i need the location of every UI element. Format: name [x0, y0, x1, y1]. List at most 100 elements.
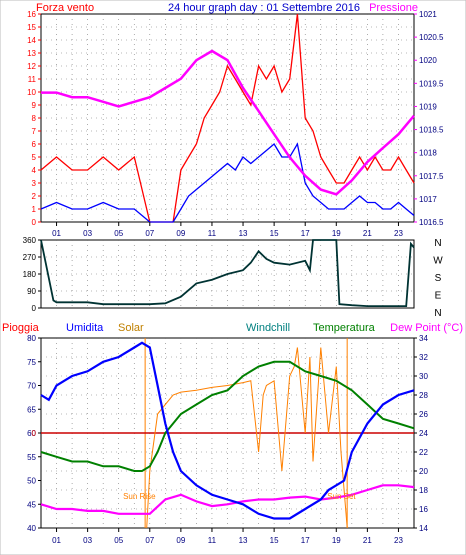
- y-tick-label-humidity: 60: [27, 429, 36, 438]
- y-tick-label-humidity: 40: [27, 524, 36, 533]
- x-tick-label: 21: [363, 536, 372, 545]
- y-tick-label-left: 12: [27, 62, 36, 71]
- y-tick-label-right: 1021: [419, 10, 437, 19]
- compass-label: E: [435, 291, 442, 302]
- legend-dewpoint: Dew Point (°C): [390, 322, 463, 334]
- x-tick-label: 21: [363, 229, 372, 238]
- legend-windchill: Windchill: [246, 322, 290, 334]
- y-tick-label-left: 6: [32, 140, 37, 149]
- y-tick-label-left: 10: [27, 88, 36, 97]
- y-tick-label-humidity: 80: [27, 334, 36, 343]
- series-dewpoint: [40, 484, 415, 515]
- y-tick-label-right: 1017: [419, 195, 437, 204]
- wind-panel-grid: [41, 14, 414, 222]
- x-tick-label: 03: [83, 229, 92, 238]
- y-tick-label-humidity: 70: [27, 382, 36, 391]
- y-tick-label-right: 1017.5: [419, 172, 444, 181]
- x-tick-label: 09: [176, 536, 185, 545]
- direction-series-group: [40, 239, 415, 308]
- y-tick-label-left: 16: [27, 10, 36, 19]
- y-tick-label-left: 1: [32, 205, 37, 214]
- rain-zero-label: 0: [32, 429, 37, 438]
- y-tick-label-humidity: 55: [27, 453, 36, 462]
- x-tick-label: 07: [145, 229, 154, 238]
- y-tick-label-humidity: 65: [27, 405, 36, 414]
- x-tick-label: 23: [394, 229, 403, 238]
- y-tick-label-right: 1019.5: [419, 79, 444, 88]
- y-tick-label-humidity: 45: [27, 500, 36, 509]
- y-tick-label-humidity: 50: [27, 477, 36, 486]
- compass-label: N: [434, 238, 441, 249]
- compass-label: W: [433, 256, 443, 267]
- y-tick-label-left: 4: [32, 166, 37, 175]
- y-tick-label-temperature: 28: [419, 391, 428, 400]
- y-tick-label-temperature: 30: [419, 372, 428, 381]
- y-tick-label-direction: 90: [27, 287, 36, 296]
- x-tick-label: 15: [270, 536, 279, 545]
- y-tick-label-left: 5: [32, 153, 37, 162]
- pressure-right-axis-ticks: 1016.5 1017 1017.5 1018 1018.5 1019 1019.5 1020…: [414, 10, 444, 227]
- x-tick-label: 15: [270, 229, 279, 238]
- y-tick-label-temperature: 18: [419, 486, 428, 495]
- x-tick-label: 11: [208, 229, 217, 238]
- legend-umidita: Umidita: [66, 322, 104, 334]
- pressure-label: Pressione: [369, 2, 418, 14]
- compass-label: S: [435, 273, 442, 284]
- y-tick-label-direction: 360: [23, 236, 37, 245]
- y-tick-label-temperature: 24: [419, 429, 428, 438]
- direction-left-axis-ticks: 0 90 180 270 360: [23, 236, 41, 313]
- y-tick-label-left: 8: [32, 114, 37, 123]
- x-tick-label: 03: [83, 536, 92, 545]
- x-tick-label: 01: [52, 536, 61, 545]
- y-tick-label-left: 7: [32, 127, 37, 136]
- y-tick-label-temperature: 26: [419, 410, 428, 419]
- sun-set-label: Sun Set: [327, 492, 356, 501]
- x-tick-label: 19: [332, 536, 341, 545]
- y-tick-label-direction: 270: [23, 253, 37, 262]
- temperature-series-group: [40, 338, 415, 529]
- legend-solar: Solar: [118, 322, 144, 334]
- y-tick-label-right: 1018: [419, 149, 437, 158]
- y-tick-label-humidity: 75: [27, 358, 36, 367]
- series-temperatura: [40, 360, 415, 472]
- x-tick-label: 01: [52, 229, 61, 238]
- x-tick-label: 09: [176, 229, 185, 238]
- legend-temperatura: Temperatura: [313, 322, 376, 334]
- y-tick-label-right: 1020: [419, 56, 437, 65]
- chart-title: 24 hour graph day : 01 Settembre 2016: [168, 2, 360, 14]
- y-tick-label-direction: 0: [32, 304, 37, 313]
- y-tick-label-left: 14: [27, 36, 36, 45]
- y-tick-label-direction: 180: [23, 270, 37, 279]
- y-tick-label-temperature: 14: [419, 524, 428, 533]
- series-wind: [40, 142, 415, 223]
- y-tick-label-temperature: 32: [419, 353, 428, 362]
- y-tick-label-temperature: 34: [419, 334, 428, 343]
- x-tick-label: 05: [114, 536, 123, 545]
- y-tick-label-left: 3: [32, 179, 37, 188]
- y-tick-label-left: 9: [32, 101, 37, 110]
- y-tick-label-temperature: 20: [419, 467, 428, 476]
- series-gust: [40, 13, 415, 223]
- x-tick-label: 13: [239, 229, 248, 238]
- direction-panel-grid: [41, 240, 414, 308]
- series-pressure: [41, 49, 415, 196]
- temperature-x-axis-ticks: 01 03 05 07 09 11 13 15 17 19 21 23: [52, 528, 403, 545]
- x-tick-label: 05: [114, 229, 123, 238]
- y-tick-label-left: 15: [27, 23, 36, 32]
- x-tick-label: 07: [145, 536, 154, 545]
- y-tick-label-left: 13: [27, 49, 36, 58]
- x-tick-label: 19: [332, 229, 341, 238]
- series-direction: [40, 239, 415, 308]
- y-tick-label-left: 2: [32, 192, 37, 201]
- x-tick-label: 11: [208, 536, 217, 545]
- series-umidita: [40, 341, 415, 520]
- temperature-right-axis-ticks: 14 16 18 20 22 24 26 28 30 32 34: [414, 334, 428, 533]
- x-tick-label: 17: [301, 229, 310, 238]
- y-tick-label-left: 0: [32, 218, 37, 227]
- x-tick-label: 17: [301, 536, 310, 545]
- y-tick-label-temperature: 16: [419, 505, 428, 514]
